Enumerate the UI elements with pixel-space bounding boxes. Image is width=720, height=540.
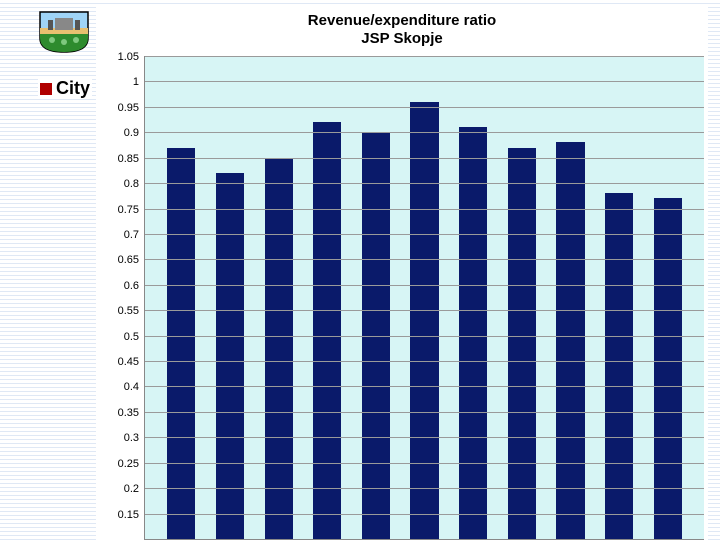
chart-title: Revenue/expenditure ratio JSP Skopje bbox=[96, 6, 708, 48]
bar-slot bbox=[643, 56, 692, 539]
y-axis-label: 0.9 bbox=[124, 127, 145, 139]
gridline: 0.45 bbox=[145, 361, 704, 362]
bar bbox=[508, 148, 536, 539]
y-axis-label: 0.95 bbox=[118, 102, 145, 114]
gridline: 0.8 bbox=[145, 183, 704, 184]
y-axis-label: 0.45 bbox=[118, 356, 145, 368]
gridline: 0.9 bbox=[145, 132, 704, 133]
gridline: 1 bbox=[145, 81, 704, 82]
y-axis-label: 0.6 bbox=[124, 280, 145, 292]
city-label: City bbox=[38, 78, 92, 99]
y-axis-label: 0.7 bbox=[124, 229, 145, 241]
chart-title-line2: JSP Skopje bbox=[96, 30, 708, 48]
y-axis-label: 0.3 bbox=[124, 432, 145, 444]
gridline: 0.75 bbox=[145, 209, 704, 210]
y-axis-label: 0.8 bbox=[124, 178, 145, 190]
bar bbox=[313, 122, 341, 539]
bar-slot bbox=[157, 56, 206, 539]
y-axis-label: 0.25 bbox=[118, 458, 145, 470]
y-axis-label: 0.15 bbox=[118, 509, 145, 521]
y-axis-label: 0.35 bbox=[118, 407, 145, 419]
y-axis-label: 0.5 bbox=[124, 331, 145, 343]
bar-slot bbox=[352, 56, 401, 539]
bar bbox=[410, 102, 438, 539]
bar-slot bbox=[449, 56, 498, 539]
y-axis-label: 0.85 bbox=[118, 153, 145, 165]
bar bbox=[459, 127, 487, 539]
bar bbox=[605, 193, 633, 539]
gridline: 0.85 bbox=[145, 158, 704, 159]
gridline: 0.15 bbox=[145, 514, 704, 515]
bars-group bbox=[145, 56, 704, 539]
gridline: 0.5 bbox=[145, 336, 704, 337]
bar-slot bbox=[206, 56, 255, 539]
gridline: 0.95 bbox=[145, 107, 704, 108]
city-shield-logo bbox=[38, 10, 90, 54]
y-axis-label: 0.4 bbox=[124, 381, 145, 393]
bar-slot bbox=[546, 56, 595, 539]
y-axis-label: 0.2 bbox=[124, 483, 145, 495]
gridline: 0.7 bbox=[145, 234, 704, 235]
gridline: 0.55 bbox=[145, 310, 704, 311]
y-axis-label: 0.75 bbox=[118, 204, 145, 216]
y-axis-label: 1 bbox=[133, 76, 145, 88]
gridline: 0.4 bbox=[145, 386, 704, 387]
chart-plot-area: 1.05 1 0.95 0.9 0.85 0.8 0.75 0.7 0.65 0.6 0.55 0.5… bbox=[144, 56, 704, 540]
gridline: 0.35 bbox=[145, 412, 704, 413]
bar-slot bbox=[595, 56, 644, 539]
bar bbox=[167, 148, 195, 539]
bar bbox=[265, 158, 293, 539]
bar-slot bbox=[254, 56, 303, 539]
bar-slot bbox=[497, 56, 546, 539]
y-axis-label: 0.65 bbox=[118, 254, 145, 266]
y-axis-label: 1.05 bbox=[118, 51, 145, 63]
y-axis-label: 0.55 bbox=[118, 305, 145, 317]
gridline: 0.6 bbox=[145, 285, 704, 286]
gridline: 0.25 bbox=[145, 463, 704, 464]
bar-slot bbox=[400, 56, 449, 539]
gridline: 0.2 bbox=[145, 488, 704, 489]
bar bbox=[216, 173, 244, 539]
chart-container: Revenue/expenditure ratio JSP Skopje 1.0… bbox=[96, 6, 708, 540]
chart-title-line1: Revenue/expenditure ratio bbox=[96, 12, 708, 30]
gridline: 0.3 bbox=[145, 437, 704, 438]
bar-slot bbox=[303, 56, 352, 539]
gridline: 0.65 bbox=[145, 259, 704, 260]
gridline: 1.05 bbox=[145, 56, 704, 57]
bar bbox=[556, 142, 584, 539]
